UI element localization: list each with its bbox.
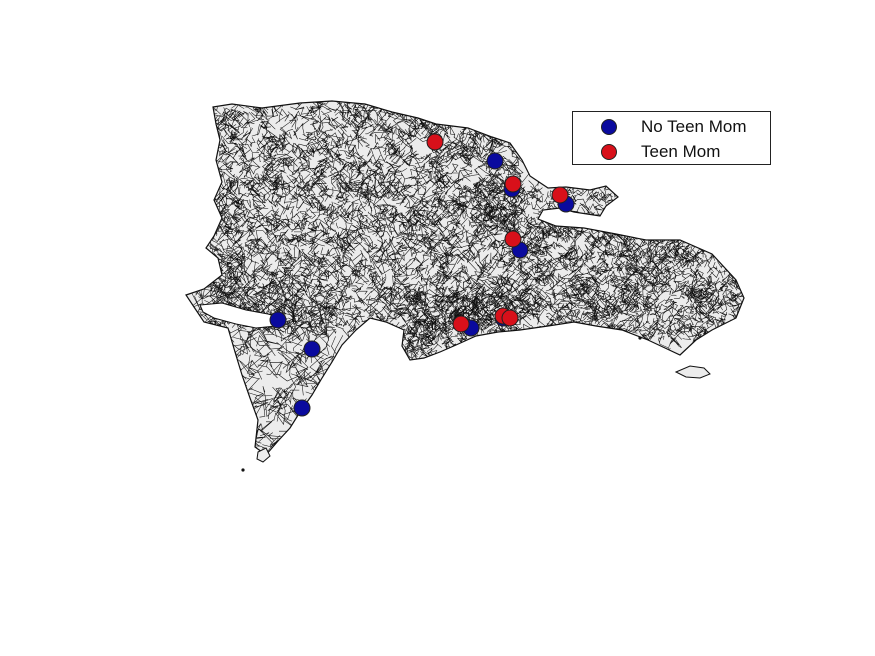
no-teen-mom-marker xyxy=(293,399,311,417)
legend: No Teen Mom Teen Mom xyxy=(572,111,771,165)
island-outline xyxy=(185,100,745,456)
legend-item-no-teen-mom: No Teen Mom xyxy=(573,116,747,138)
teen-mom-marker xyxy=(504,175,522,193)
no-teen-mom-marker xyxy=(303,340,321,358)
legend-label-teen-mom: Teen Mom xyxy=(641,142,721,161)
legend-item-teen-mom: Teen Mom xyxy=(573,141,720,163)
teen-mom-marker xyxy=(504,230,522,248)
no-teen-mom-marker xyxy=(269,311,287,329)
isla-saona xyxy=(674,365,711,379)
legend-marker-no-teen-mom xyxy=(601,119,617,135)
teen-mom-marker xyxy=(452,315,470,333)
teen-mom-marker xyxy=(501,309,519,327)
island-landmass xyxy=(185,100,745,472)
survey-markers xyxy=(269,133,575,417)
isla-beata xyxy=(256,447,271,463)
legend-label-no-teen-mom: No Teen Mom xyxy=(641,117,747,136)
legend-marker-teen-mom xyxy=(601,144,617,160)
teen-mom-marker xyxy=(426,133,444,151)
islet xyxy=(638,336,642,340)
islet xyxy=(241,468,245,472)
no-teen-mom-marker xyxy=(486,152,504,170)
teen-mom-marker xyxy=(551,186,569,204)
